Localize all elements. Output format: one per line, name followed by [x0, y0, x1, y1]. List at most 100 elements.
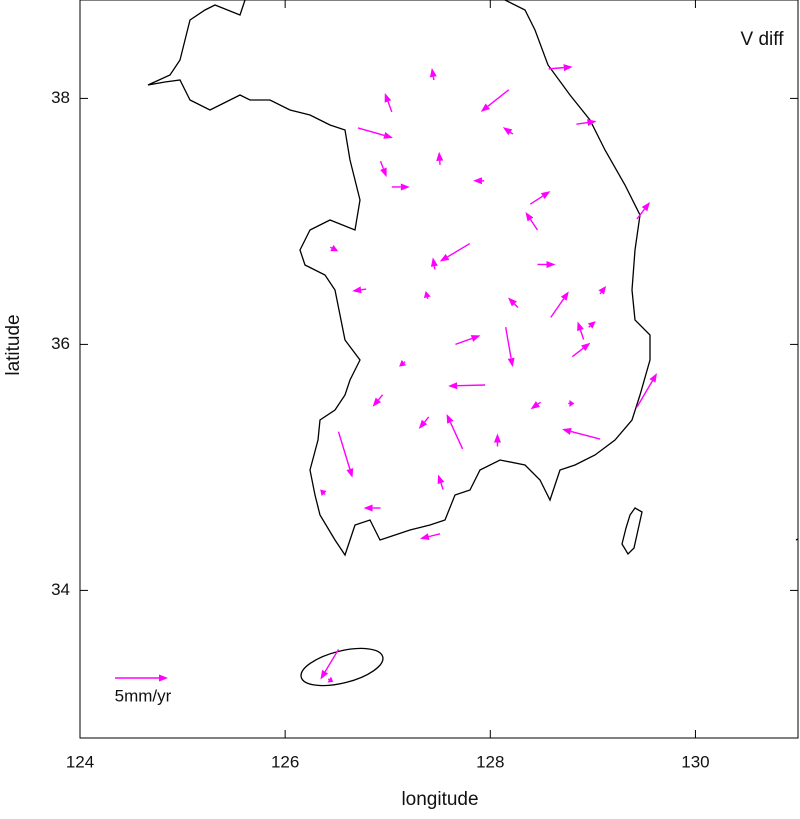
velocity-arrow [530, 191, 550, 204]
velocity-arrow [385, 93, 392, 112]
coastline [148, 0, 800, 693]
velocity-arrow [551, 291, 569, 317]
velocity-arrow [577, 321, 584, 339]
arrow-shaft [450, 422, 462, 449]
velocity-arrow [531, 401, 541, 409]
arrow-head [431, 257, 438, 266]
x-tick-label: 124 [66, 752, 94, 771]
arrow-shaft [381, 161, 384, 169]
x-tick-label: 128 [476, 752, 504, 771]
arrow-head [364, 504, 373, 511]
arrow-shaft [538, 402, 541, 404]
arrow-shaft [510, 132, 513, 134]
arrow-shaft [358, 128, 384, 135]
arrow-shaft [576, 123, 587, 125]
velocity-arrow [399, 360, 406, 367]
tsushima-island [622, 508, 642, 554]
velocity-arrow [562, 428, 600, 439]
arrow-head [352, 286, 361, 293]
velocity-arrow [494, 433, 501, 446]
arrow-shaft [506, 327, 511, 358]
velocity-arrow [352, 286, 366, 293]
y-tick-label: 38 [51, 88, 70, 107]
arrow-head [503, 127, 512, 135]
arrow-head [380, 167, 387, 177]
arrow-head [562, 428, 572, 435]
velocity-arrow [320, 489, 326, 495]
arrow-shaft [338, 432, 349, 469]
arrow-shaft [551, 299, 564, 318]
arrow-head [508, 358, 515, 367]
arrow-head [399, 360, 406, 367]
y-axis-label: latitude [3, 314, 24, 375]
reference-label: 5mm/yr [115, 686, 172, 705]
velocity-arrow [637, 373, 657, 407]
arrow-shaft [455, 338, 472, 344]
x-axis-label: longitude [401, 789, 478, 810]
arrow-head [525, 212, 533, 221]
arrow-head [563, 64, 572, 71]
velocity-arrow [525, 212, 537, 230]
velocity-arrow [358, 128, 393, 139]
x-tick-label: 130 [681, 752, 709, 771]
arrow-shaft [580, 330, 583, 339]
arrow-shaft [457, 385, 485, 386]
velocity-arrow [537, 261, 555, 268]
arrow-shaft [530, 219, 537, 230]
velocity-arrow [481, 90, 509, 112]
velocity-arrow [588, 321, 596, 328]
arrow-head [546, 261, 555, 268]
arrow-head [438, 474, 445, 484]
velocity-arrow [576, 119, 596, 126]
arrow-head [561, 291, 569, 300]
velocity-arrow [506, 327, 515, 367]
arrow-head [320, 489, 326, 495]
y-tick-label: 36 [51, 334, 70, 353]
arrow-shaft [488, 90, 509, 106]
arrow-head [473, 177, 482, 184]
chart-title: V diff [741, 29, 785, 50]
arrow-shaft [441, 483, 443, 490]
arrow-head [577, 321, 584, 331]
velocity-arrow [327, 677, 333, 683]
velocity-arrow [436, 152, 443, 165]
velocity-arrow [473, 177, 484, 184]
arrow-shaft [447, 244, 469, 257]
arrow-head [587, 119, 596, 126]
arrow-head [569, 400, 574, 407]
arrow-head [383, 132, 393, 139]
velocity-arrow [440, 244, 470, 262]
velocity-arrow [455, 335, 480, 344]
arrow-head [436, 152, 443, 161]
arrow-head [649, 373, 657, 383]
arrow-shaft [429, 534, 440, 537]
velocity-arrow [330, 245, 338, 251]
arrow-head [531, 401, 540, 409]
arrow-head [642, 202, 650, 211]
arrow-shaft [433, 77, 434, 80]
arrow-head [440, 254, 450, 262]
velocity-arrow [637, 202, 650, 219]
peninsula-coast [148, 0, 650, 555]
arrow-head [494, 433, 501, 442]
arrow-head [347, 468, 354, 478]
velocity-arrow [508, 298, 518, 308]
arrow-shaft [434, 266, 435, 269]
arrow-shaft [378, 395, 382, 400]
arrow-shaft [530, 196, 542, 204]
velocity-arrow [380, 161, 387, 177]
jeju-island [297, 641, 386, 692]
velocity-arrow [448, 382, 485, 389]
arrow-shaft [388, 101, 392, 112]
velocity-arrow [447, 414, 463, 449]
arrow-shaft [600, 292, 601, 294]
arrow-shaft [549, 68, 564, 69]
arrow-shaft [514, 304, 518, 308]
arrow-head [448, 382, 457, 389]
arrow-shaft [572, 348, 583, 356]
arrow-head [385, 93, 392, 103]
y-tick-label: 34 [51, 580, 70, 599]
arrow-head [447, 414, 454, 424]
x-tick-label: 126 [271, 752, 299, 771]
arrow-shaft [324, 493, 325, 494]
